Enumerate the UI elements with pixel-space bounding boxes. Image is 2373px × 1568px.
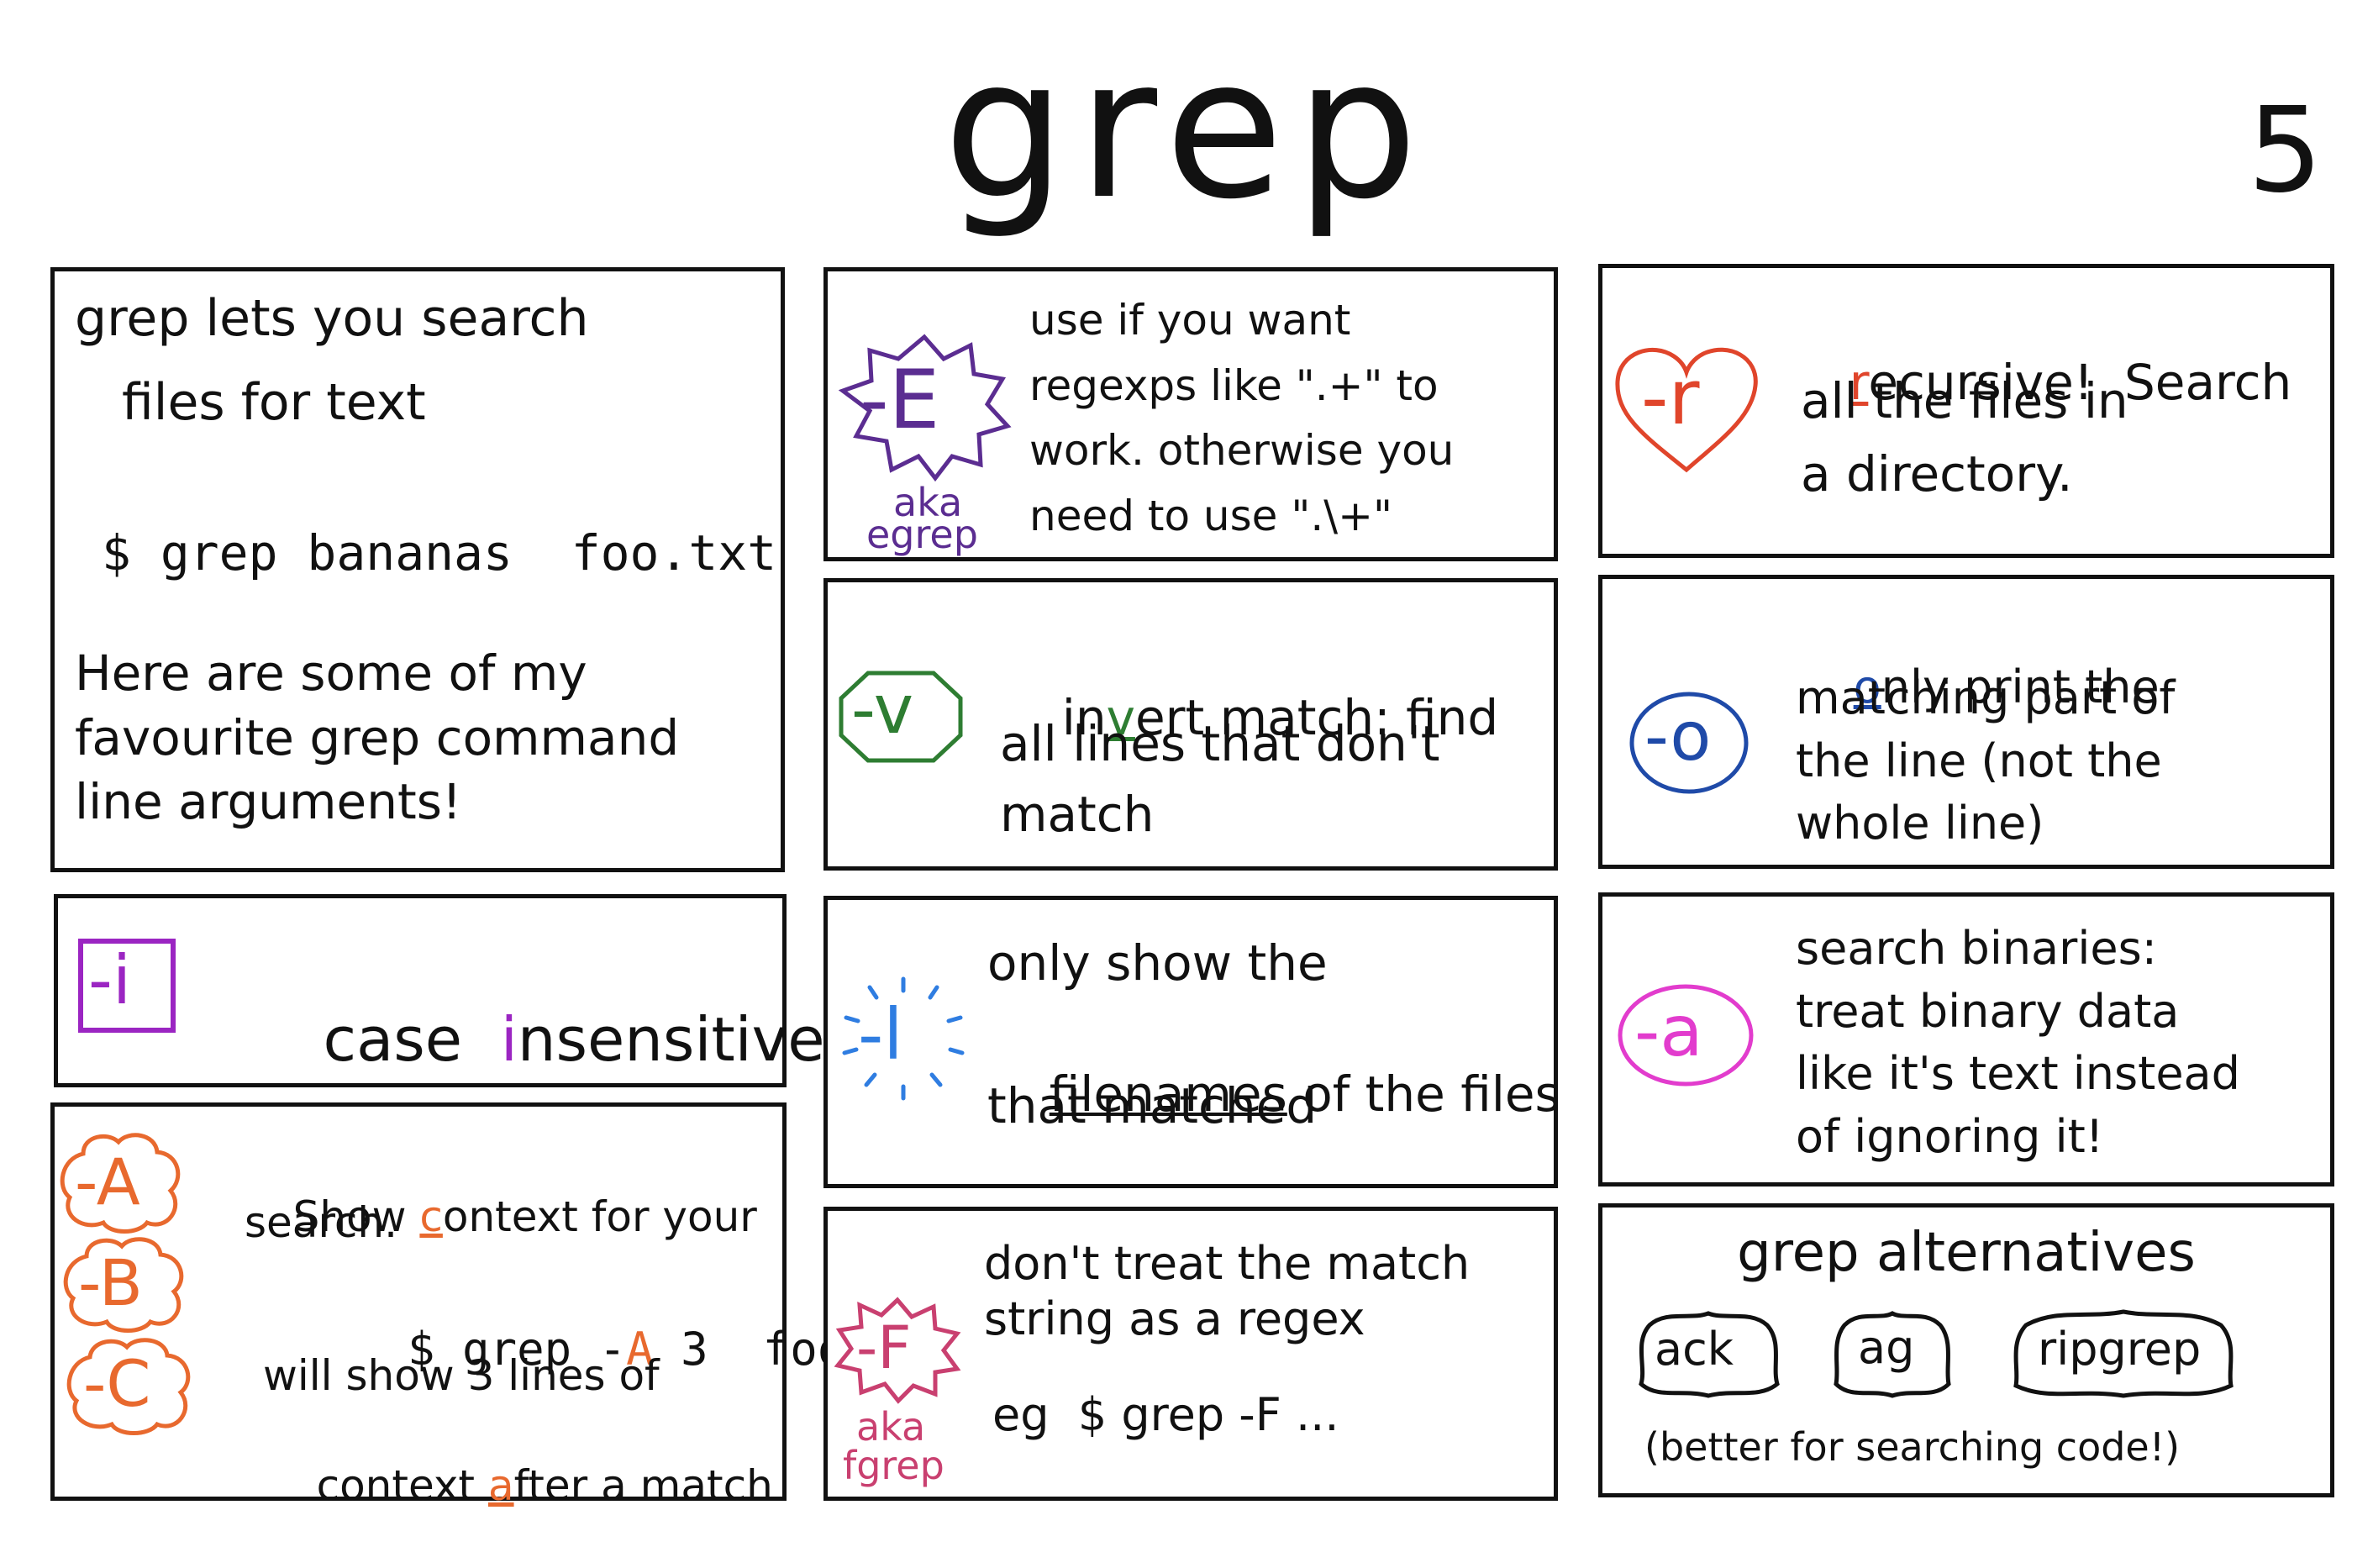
option-i-panel: -i case insensitive [54, 894, 825, 1087]
option-C-badge: -C [83, 1346, 151, 1421]
page-title: grep [943, 18, 1430, 242]
option-a-panel: -a search binaries: treat binary data li… [1598, 892, 2334, 1187]
option-F-badge: -F [856, 1313, 912, 1382]
option-context-cmd-post: 3 foo [653, 1322, 845, 1376]
option-E-panel: -E aka egrep use if you want regexps lik… [823, 267, 1558, 561]
option-l-line2: filenames of the files [987, 1005, 1560, 1183]
alternatives-title: grep alternatives [1737, 1222, 2196, 1284]
intro-panel: grep lets you search files for text $ gr… [50, 267, 785, 872]
option-v-highlight: v [1106, 688, 1135, 746]
option-i-post: nsensitive [517, 1004, 825, 1075]
square-badge-icon [78, 939, 176, 1033]
option-l-line3: that matched [987, 1077, 1318, 1134]
cloud-badge-A-icon [60, 1133, 181, 1234]
option-context-cmd-pre: $ grep - [408, 1322, 627, 1376]
option-E-aka: aka [893, 480, 963, 525]
option-v-panel: -v invert match: find all lines that don… [823, 578, 1558, 871]
option-i-description: case insensitive [246, 949, 825, 1130]
option-r-badge: -r [1641, 354, 1700, 442]
option-context-line5-highlight: a [487, 1461, 514, 1510]
option-context-line1: Show context for your [239, 1140, 757, 1294]
option-o-panel: -o only print the matching part of the l… [1598, 575, 2334, 869]
option-i-badge: -i [88, 941, 132, 1019]
starburst-badge-F-icon [834, 1297, 961, 1404]
option-E-alias: egrep [866, 512, 978, 557]
option-r-panel: -r recursive! Search all the files in a … [1598, 264, 2334, 558]
option-l-line2-rest: of the files [1286, 1065, 1560, 1123]
alternative-ack: ack [1655, 1323, 1734, 1376]
option-o-description: matching part of the line (not the whole… [1796, 671, 2176, 850]
option-l-panel: -l only show the filenames of the files … [823, 896, 1560, 1188]
circle-badge-icon [1629, 692, 1749, 794]
option-l-underlined: filenames [1049, 1065, 1287, 1123]
intro-line2: files for text [122, 373, 426, 432]
bubble-ag-icon [1834, 1311, 1951, 1398]
option-r-text-rest: ecursive! Search [1868, 353, 2292, 411]
option-v-line1: invert match: find [1000, 629, 1498, 807]
bubble-ripgrep-icon [2013, 1309, 2234, 1398]
option-E-description: use if you want regexps like ".+" to wor… [1029, 296, 1455, 540]
option-a-description: search binaries: treat binary data like … [1796, 922, 2240, 1163]
intro-line1: grep lets you search [75, 289, 589, 348]
option-o-post: nly print the [1881, 660, 2160, 713]
option-i-highlight: i [500, 1004, 518, 1075]
option-F-panel: -F aka fgrep don't treat the match strin… [823, 1207, 1558, 1501]
option-v-description: all lines that don't match [1000, 715, 1440, 844]
option-context-pre: Show [292, 1192, 420, 1241]
option-l-line1: only show the [987, 934, 1328, 992]
option-context-line4: will show 3 lines of [263, 1351, 660, 1400]
page-number: 5 [2247, 82, 2323, 219]
option-context-post: ontext for your [442, 1192, 757, 1241]
option-v-badge: -v [851, 671, 914, 749]
option-context-command: $ grep -A 3 foo [298, 1266, 844, 1433]
option-r-description: all the files in a directory. [1801, 372, 2128, 502]
option-F-description: don't treat the match string as a regex [984, 1237, 1471, 1345]
option-A-badge: -A [75, 1144, 140, 1219]
option-context-line5: context after a match [263, 1409, 773, 1563]
option-v-pre: in [1061, 688, 1107, 746]
intro-command: $ grep bananas foo.txt [102, 524, 777, 581]
starburst-badge-icon [838, 334, 1012, 482]
option-a-badge: -a [1634, 990, 1703, 1072]
option-o-highlight: o [1853, 660, 1881, 713]
option-l-badge: -l [858, 993, 903, 1076]
option-o-line1: only print the [1796, 604, 2160, 771]
alternative-ag: ag [1858, 1321, 1915, 1374]
option-r-highlight: r [1849, 353, 1869, 411]
option-v-post: ert match: find [1134, 688, 1499, 746]
option-o-badge: -o [1644, 697, 1712, 776]
bubble-ack-icon [1639, 1311, 1780, 1398]
option-context-panel: -A -B -C Show context for your search. $… [50, 1102, 844, 1510]
option-E-badge: -E [860, 353, 940, 447]
option-r-line1: recursive! Search [1787, 293, 2291, 471]
octagon-badge-icon [839, 671, 963, 763]
oval-badge-icon [1618, 984, 1754, 1087]
option-B-badge: -B [78, 1245, 143, 1320]
option-context-line2: search. [245, 1198, 397, 1247]
option-context-cmd-highlight: A [626, 1322, 654, 1376]
alternative-ripgrep: ripgrep [2038, 1323, 2202, 1376]
sparkle-badge-icon [842, 976, 965, 1101]
option-F-alias: fgrep [843, 1443, 944, 1488]
cloud-badge-C-icon [66, 1338, 191, 1435]
alternatives-note: (better for searching code!) [1644, 1424, 2181, 1470]
cloud-badge-B-icon [63, 1237, 184, 1333]
option-F-aka: aka [856, 1404, 926, 1450]
intro-description: Here are some of my favourite grep comma… [75, 645, 680, 831]
option-context-highlight: c [419, 1192, 443, 1241]
alternatives-panel: grep alternatives ack ag ripgrep (better… [1598, 1203, 2334, 1497]
option-context-line5-post: fter a match [513, 1461, 773, 1510]
heart-badge-icon [1615, 347, 1758, 473]
option-F-example: eg $ grep -F ... [992, 1388, 1339, 1441]
option-i-pre: case [323, 1004, 501, 1075]
option-context-line5-pre: context [316, 1461, 488, 1510]
